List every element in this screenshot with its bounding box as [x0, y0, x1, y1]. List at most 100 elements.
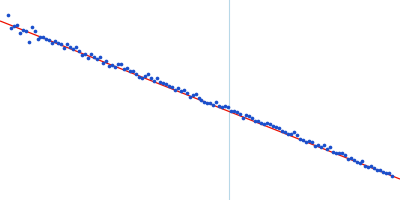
Point [356, 162, 363, 165]
Point [330, 151, 336, 154]
Point [312, 145, 318, 148]
Point [31, 29, 38, 32]
Point [79, 53, 86, 56]
Point [261, 122, 267, 126]
Point [353, 160, 360, 163]
Point [88, 52, 94, 56]
Point [338, 152, 345, 155]
Point [288, 133, 294, 136]
Point [380, 170, 386, 173]
Point [94, 58, 100, 61]
Point [106, 64, 112, 67]
Point [28, 26, 35, 29]
Point [160, 82, 166, 85]
Point [67, 46, 74, 49]
Point [222, 104, 228, 107]
Point [52, 39, 58, 43]
Point [70, 48, 76, 51]
Point [8, 26, 14, 29]
Point [4, 13, 11, 16]
Point [336, 152, 342, 155]
Point [279, 129, 285, 132]
Point [46, 39, 53, 42]
Point [76, 50, 82, 53]
Point [374, 168, 381, 172]
Point [303, 140, 309, 143]
Point [43, 37, 50, 41]
Point [192, 92, 199, 95]
Point [64, 42, 70, 45]
Point [150, 79, 157, 82]
Point [258, 122, 264, 125]
Point [25, 40, 32, 43]
Point [186, 95, 193, 99]
Point [309, 141, 315, 144]
Point [365, 166, 372, 169]
Point [216, 105, 222, 108]
Point [231, 109, 238, 113]
Point [300, 138, 306, 142]
Point [91, 56, 97, 59]
Point [342, 154, 348, 157]
Point [121, 67, 127, 70]
Point [142, 74, 148, 77]
Point [219, 105, 226, 108]
Point [228, 109, 234, 112]
Point [139, 76, 145, 80]
Point [201, 100, 208, 103]
Point [386, 172, 392, 175]
Point [314, 143, 321, 146]
Point [234, 110, 240, 113]
Point [16, 31, 23, 34]
Point [383, 171, 390, 175]
Point [389, 174, 396, 177]
Point [148, 77, 154, 80]
Point [368, 165, 375, 168]
Point [237, 113, 244, 116]
Point [145, 72, 151, 76]
Point [359, 159, 366, 162]
Point [124, 66, 130, 70]
Point [73, 45, 80, 48]
Point [267, 122, 273, 125]
Point [324, 147, 330, 150]
Point [240, 116, 246, 120]
Point [85, 57, 91, 60]
Point [58, 42, 64, 45]
Point [207, 101, 214, 104]
Point [174, 87, 181, 90]
Point [103, 59, 109, 62]
Point [276, 127, 282, 130]
Point [100, 61, 106, 64]
Point [320, 144, 327, 147]
Point [294, 134, 300, 137]
Point [350, 158, 357, 162]
Point [252, 120, 258, 123]
Point [362, 164, 369, 167]
Point [162, 83, 169, 86]
Point [112, 65, 118, 68]
Point [210, 104, 217, 107]
Point [34, 37, 41, 40]
Point [189, 94, 196, 97]
Point [168, 86, 175, 89]
Point [264, 121, 270, 124]
Point [115, 62, 121, 65]
Point [14, 23, 20, 27]
Point [347, 157, 354, 160]
Point [243, 114, 250, 117]
Point [282, 130, 288, 134]
Point [249, 117, 255, 120]
Point [136, 75, 142, 78]
Point [204, 101, 211, 104]
Point [37, 36, 44, 39]
Point [246, 115, 252, 118]
Point [297, 137, 303, 140]
Point [82, 52, 88, 56]
Point [127, 69, 133, 72]
Point [40, 35, 47, 38]
Point [154, 76, 160, 80]
Point [22, 29, 29, 32]
Point [133, 72, 139, 76]
Point [225, 105, 232, 108]
